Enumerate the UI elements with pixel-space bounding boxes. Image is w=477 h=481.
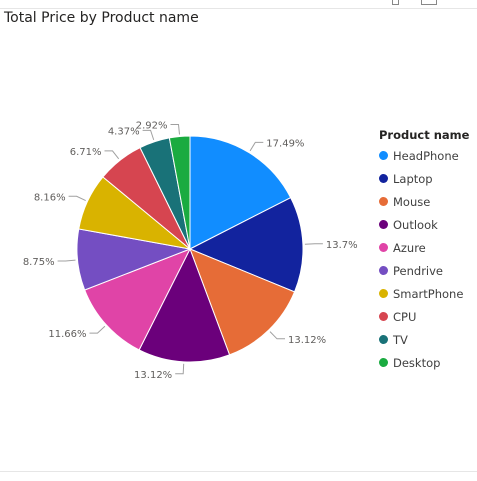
data-label-headphone: 17.49% xyxy=(266,138,304,149)
legend-item-laptop[interactable]: Laptop xyxy=(379,167,469,190)
leader-line-desktop xyxy=(170,124,180,135)
legend-item-desktop[interactable]: Desktop xyxy=(379,351,469,374)
legend-item-azure[interactable]: Azure xyxy=(379,236,469,259)
pie-slice-azure[interactable] xyxy=(84,248,192,351)
data-label-cpu: 6.71% xyxy=(70,147,102,158)
bottom-divider xyxy=(0,471,477,472)
legend-label: Pendrive xyxy=(393,263,443,278)
data-label-mouse: 13.12% xyxy=(288,335,326,346)
more-options-icon[interactable] xyxy=(421,0,437,5)
legend-marker-icon xyxy=(379,174,388,183)
legend-label: SmartPhone xyxy=(393,286,464,301)
legend-item-tv[interactable]: TV xyxy=(379,328,469,351)
legend-item-cpu[interactable]: CPU xyxy=(379,305,469,328)
focus-mode-icon[interactable] xyxy=(392,0,399,5)
leader-line-smartphone xyxy=(68,195,86,202)
legend-label: Azure xyxy=(393,240,426,255)
leader-line-azure xyxy=(89,325,106,334)
data-label-desktop: 2.92% xyxy=(136,121,168,132)
data-label-smartphone: 8.16% xyxy=(34,192,66,203)
legend-item-smartphone[interactable]: SmartPhone xyxy=(379,282,469,305)
legend-marker-icon xyxy=(379,151,388,160)
legend-item-headphone[interactable]: HeadPhone xyxy=(379,144,469,167)
legend-label: HeadPhone xyxy=(393,148,459,163)
legend-label: Outlook xyxy=(393,217,438,232)
pie-slice-headphone[interactable] xyxy=(189,135,292,250)
leader-line-cpu xyxy=(104,150,120,160)
data-label-laptop: 13.7% xyxy=(326,240,358,251)
legend-marker-icon xyxy=(379,312,388,321)
legend-item-outlook[interactable]: Outlook xyxy=(379,213,469,236)
legend-marker-icon xyxy=(379,220,388,229)
legend-item-pendrive[interactable]: Pendrive xyxy=(379,259,469,282)
top-divider xyxy=(0,8,477,9)
data-label-azure: 11.66% xyxy=(48,329,86,340)
data-label-tv: 4.37% xyxy=(108,126,140,137)
legend-title: Product name xyxy=(379,128,470,142)
data-label-outlook: 13.12% xyxy=(134,370,172,381)
legend-marker-icon xyxy=(379,335,388,344)
pie-slice-desktop[interactable] xyxy=(168,135,191,250)
leader-line-outlook xyxy=(175,363,185,375)
legend-marker-icon xyxy=(379,197,388,206)
legend-label: Mouse xyxy=(393,194,431,209)
pie-slice-laptop[interactable] xyxy=(188,196,304,293)
legend-marker-icon xyxy=(379,358,388,367)
chart-title: Total Price by Product name xyxy=(4,10,199,26)
legend-label: Desktop xyxy=(393,355,441,370)
legend-label: Laptop xyxy=(393,171,433,186)
legend-marker-icon xyxy=(379,266,388,275)
legend-marker-icon xyxy=(379,289,388,298)
legend-label: TV xyxy=(393,332,408,347)
data-label-pendrive: 8.75% xyxy=(23,257,55,268)
legend-item-mouse[interactable]: Mouse xyxy=(379,190,469,213)
legend-marker-icon xyxy=(379,243,388,252)
legend: Product name HeadPhone Laptop Mouse Outlook… xyxy=(379,126,469,374)
pie-slice-outlook[interactable] xyxy=(138,247,231,363)
leader-line-tv xyxy=(142,129,155,141)
legend-label: CPU xyxy=(393,309,417,324)
leader-line-headphone xyxy=(249,141,264,152)
leader-line-mouse xyxy=(269,331,285,340)
pie-slice-mouse[interactable] xyxy=(189,248,296,356)
leader-line-pendrive xyxy=(57,259,76,262)
